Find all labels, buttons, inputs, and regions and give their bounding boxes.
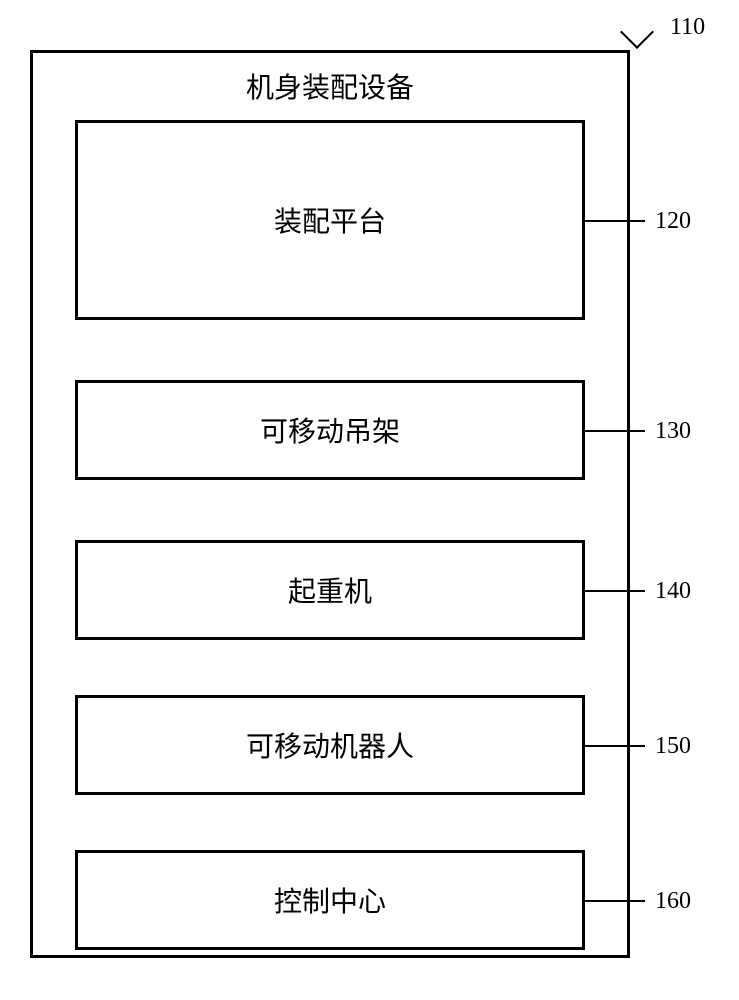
outer-corner-mark (620, 15, 654, 49)
outer-title: 机身装配设备 (30, 66, 630, 106)
block-movable-hanger-label: 可移动吊架 (260, 410, 400, 450)
block-platform: 装配平台 (75, 120, 585, 320)
lead-line (585, 430, 645, 432)
lead-line (585, 745, 645, 747)
block-movable-robot-ref: 150 (655, 733, 691, 760)
block-movable-robot-label: 可移动机器人 (246, 725, 414, 765)
block-movable-hanger-ref: 130 (655, 418, 691, 445)
block-crane: 起重机 (75, 540, 585, 640)
block-platform-label: 装配平台 (274, 200, 386, 240)
diagram-canvas: 110 机身装配设备 装配平台 120 可移动吊架 130 起重机 140 可移… (0, 0, 739, 1000)
block-control-center-label: 控制中心 (274, 880, 386, 920)
lead-line (585, 900, 645, 902)
block-control-center-ref: 160 (655, 888, 691, 915)
outer-ref-label: 110 (670, 14, 705, 41)
block-movable-hanger: 可移动吊架 (75, 380, 585, 480)
lead-line (585, 590, 645, 592)
block-platform-ref: 120 (655, 208, 691, 235)
block-crane-label: 起重机 (288, 570, 372, 610)
block-control-center: 控制中心 (75, 850, 585, 950)
block-crane-ref: 140 (655, 578, 691, 605)
lead-line (585, 220, 645, 222)
block-movable-robot: 可移动机器人 (75, 695, 585, 795)
